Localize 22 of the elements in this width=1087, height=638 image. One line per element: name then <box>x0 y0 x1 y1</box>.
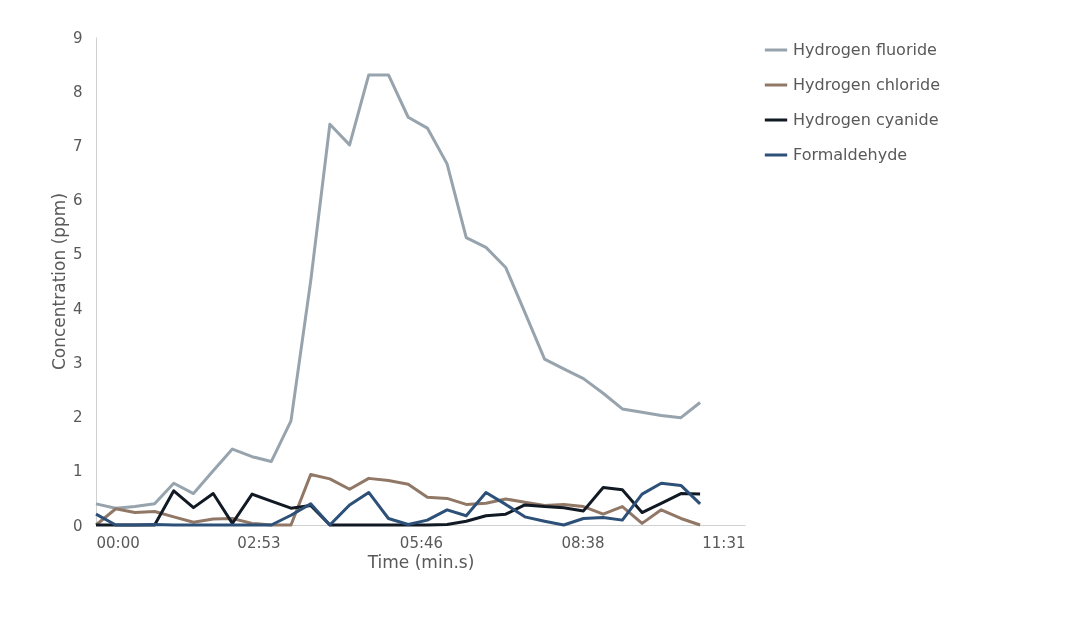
x-tick-label: 02:53 <box>237 533 281 552</box>
y-tick-label: 6 <box>72 191 83 210</box>
y-axis-title: Concentration (ppm) <box>48 192 69 371</box>
y-tick-label: 1 <box>72 462 83 481</box>
y-tick-label: 9 <box>72 28 83 47</box>
legend-label: Hydrogen chloride <box>793 75 941 94</box>
y-tick-label: 4 <box>72 299 83 318</box>
x-tick-label: 05:46 <box>399 533 444 552</box>
x-axis-title: Time (min.s) <box>366 551 475 572</box>
x-tick-label: 08:38 <box>561 533 605 552</box>
x-tick-label: 11:31 <box>702 533 746 552</box>
y-tick-label: 8 <box>72 82 83 101</box>
y-tick-label: 7 <box>72 136 83 155</box>
y-tick-label: 0 <box>72 516 83 535</box>
y-tick-label: 2 <box>72 408 83 427</box>
legend-label: Hydrogen fluoride <box>793 40 937 59</box>
x-tick-label: 00:00 <box>96 533 140 552</box>
legend-label: Hydrogen cyanide <box>793 110 939 129</box>
legend-label: Formaldehyde <box>793 145 908 164</box>
y-tick-label: 5 <box>72 245 83 264</box>
y-tick-label: 3 <box>72 353 83 372</box>
line-series <box>94 73 702 510</box>
